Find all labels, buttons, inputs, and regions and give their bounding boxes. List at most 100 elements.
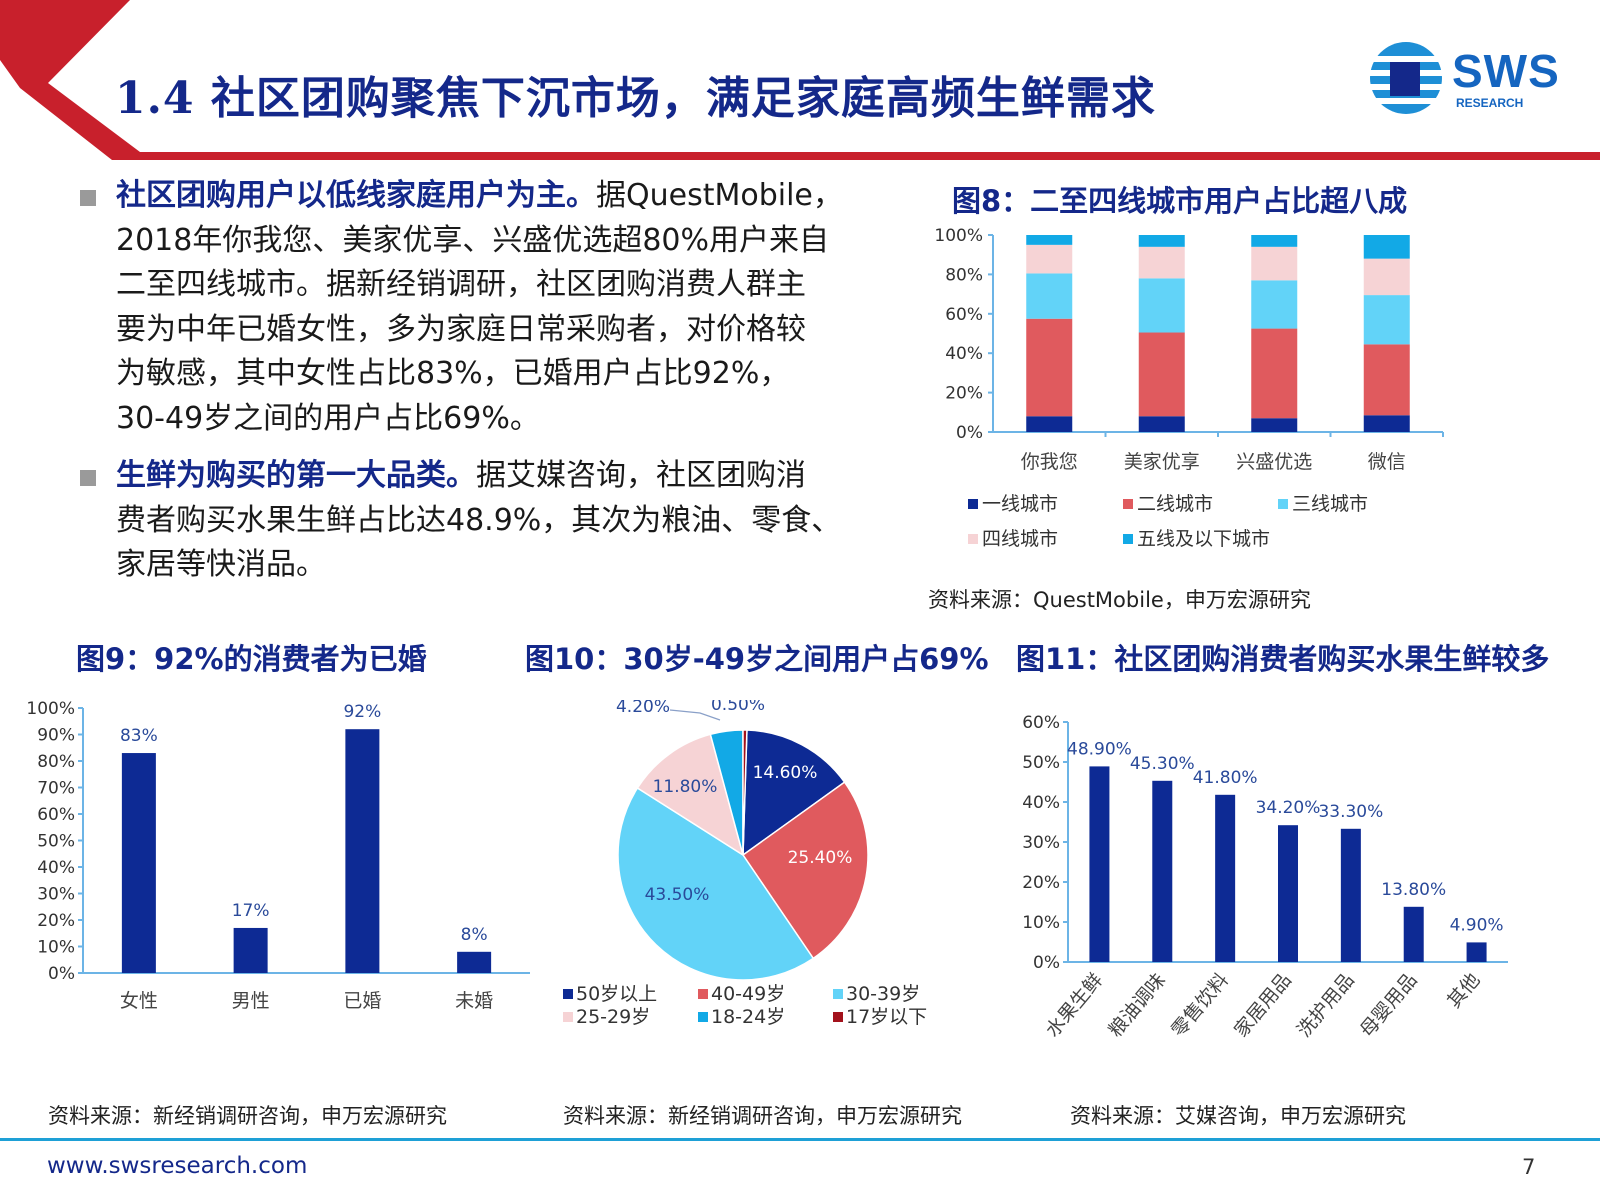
- x-tick-label: 粮油调味: [1104, 969, 1170, 1041]
- legend-label: 25-29岁: [576, 1006, 650, 1028]
- pie-slice: [617, 786, 815, 981]
- bar-segment: [1363, 415, 1410, 432]
- x-tick-label: 女性: [120, 990, 158, 1012]
- bar-segment: [1251, 246, 1298, 281]
- bar-segment: [1138, 332, 1185, 417]
- x-tick-label: 未婚: [455, 990, 493, 1012]
- data-label: 92%: [343, 702, 381, 722]
- paragraph-2-line: 据艾媒咨询，社区团购消: [476, 458, 806, 493]
- data-label: 14.60%: [753, 763, 818, 783]
- y-tick-label: 50%: [1022, 753, 1060, 773]
- data-label: 34.20%: [1256, 798, 1321, 818]
- pie-slice: [636, 733, 745, 857]
- y-tick-label: 40%: [37, 858, 75, 878]
- logo-subtext: RESEARCH: [1456, 96, 1524, 110]
- y-tick-label: 10%: [37, 938, 75, 958]
- fig8-source: 资料来源：QuestMobile，申万宏源研究: [928, 588, 1311, 612]
- x-tick-label: 男性: [232, 990, 270, 1012]
- y-tick-label: 100%: [934, 226, 983, 246]
- legend-swatch: [833, 989, 843, 999]
- fig9-bar-chart: 0% 10% 20% 30% 40% 50% 60% 70% 80% 90% 100% 83% 女性 17…: [26, 700, 530, 1012]
- bar-segment: [1138, 278, 1185, 333]
- bar-segment: [1138, 235, 1185, 247]
- x-tick-label: 你我您: [1021, 451, 1078, 473]
- pie-slice: [741, 781, 869, 960]
- y-tick-label: 100%: [26, 700, 75, 719]
- paragraph-2: 生鲜为购买的第一大品类。据艾媒咨询，社区团购消 费者购买水果生鲜占比达48.9%…: [116, 454, 876, 588]
- y-tick-label: 70%: [37, 779, 75, 799]
- bar-segment: [1251, 280, 1298, 329]
- bar: [457, 951, 492, 973]
- y-tick-label: 60%: [37, 805, 75, 825]
- bar-segment: [1251, 328, 1298, 419]
- y-tick-label: 30%: [1022, 833, 1060, 853]
- data-label: 45.30%: [1130, 754, 1195, 774]
- legend-swatch: [968, 499, 978, 509]
- data-label: 33.30%: [1318, 802, 1383, 822]
- fig11-source: 资料来源：艾媒咨询，申万宏源研究: [1070, 1104, 1406, 1128]
- data-label: 41.80%: [1193, 768, 1258, 788]
- footer-divider: [0, 1138, 1600, 1141]
- page-number: 7: [1522, 1155, 1536, 1179]
- bar: [1278, 825, 1298, 962]
- bar-segment: [1363, 344, 1410, 416]
- data-label: 83%: [120, 726, 158, 746]
- fig11-bar-chart: 0% 10% 20% 30% 40% 50% 60% 48.90% 水果生鲜 45.30% 粮油调味…: [1022, 713, 1508, 1041]
- x-tick-label: 微信: [1368, 451, 1406, 473]
- paragraph-2-lead: 生鲜为购买的第一大品类。: [116, 458, 476, 493]
- paragraph-1-lead: 社区团购用户以低线家庭用户为主。: [116, 178, 596, 213]
- fig9-source: 资料来源：新经销调研咨询，申万宏源研究: [48, 1104, 447, 1128]
- bar-segment: [1138, 416, 1185, 432]
- paragraph-2-line: 家居等快消品。: [116, 547, 326, 582]
- sws-logo: SWS RESEARCH: [1368, 40, 1568, 120]
- data-label: 17%: [232, 901, 270, 921]
- data-label: 48.90%: [1067, 739, 1132, 759]
- x-tick-label: 已婚: [343, 990, 381, 1012]
- bar: [121, 753, 156, 973]
- y-tick-label: 80%: [945, 265, 983, 285]
- bar: [1403, 906, 1424, 962]
- logo-globe-icon: [1368, 42, 1444, 114]
- bullet-marker: [80, 190, 96, 206]
- legend-swatch: [563, 989, 573, 999]
- paragraph-1-line: 为敏感，其中女性占比83%，已婚用户占比92%，: [116, 356, 790, 391]
- leader-line: [669, 709, 721, 721]
- data-label: 13.80%: [1381, 880, 1446, 900]
- legend-label: 五线及以下城市: [1137, 528, 1270, 550]
- paragraph-1-line: 30-49岁之间的用户占比69%。: [116, 400, 540, 436]
- data-label: 8%: [461, 925, 488, 945]
- paragraph-1-line: 据QuestMobile，: [596, 178, 843, 213]
- fig11-title: 图11：社区团购消费者购买水果生鲜较多: [1016, 642, 1550, 676]
- legend-label: 50岁以上: [576, 983, 657, 1005]
- y-tick-label: 0%: [956, 423, 983, 443]
- y-tick-label: 90%: [37, 726, 75, 746]
- x-tick-label: 家居用品: [1230, 969, 1296, 1041]
- footer-url[interactable]: www.swsresearch.com: [47, 1153, 308, 1179]
- y-tick-label: 20%: [1022, 873, 1060, 893]
- legend-label: 30-39岁: [846, 983, 920, 1005]
- x-tick-label: 兴盛优选: [1236, 451, 1312, 473]
- paragraph-1-line: 2018年你我您、美家优享、兴盛优选超80%用户来自: [116, 222, 830, 258]
- legend-label: 二线城市: [1137, 493, 1213, 515]
- y-tick-label: 60%: [945, 305, 983, 325]
- legend-swatch: [833, 1012, 843, 1022]
- bar: [1152, 780, 1173, 962]
- legend-swatch: [698, 989, 708, 999]
- legend-swatch: [968, 534, 978, 544]
- page-title: 1.4 社区团购聚焦下沉市场，满足家庭高频生鲜需求: [115, 73, 1156, 124]
- pie-slice: [742, 729, 748, 856]
- fig10-title: 图10：30岁-49岁之间用户占69%: [525, 642, 989, 676]
- data-label: 25.40%: [788, 848, 853, 868]
- legend-label: 三线城市: [1292, 493, 1368, 515]
- x-tick-label: 美家优享: [1124, 451, 1200, 473]
- bar-segment: [1026, 235, 1073, 245]
- y-tick-label: 10%: [1022, 913, 1060, 933]
- legend-swatch: [698, 1012, 708, 1022]
- y-tick-label: 50%: [37, 832, 75, 852]
- bar-segment: [1363, 258, 1410, 296]
- y-tick-label: 60%: [1022, 713, 1060, 733]
- y-tick-label: 80%: [37, 752, 75, 772]
- bar-segment: [1363, 295, 1410, 345]
- y-tick-label: 20%: [945, 384, 983, 404]
